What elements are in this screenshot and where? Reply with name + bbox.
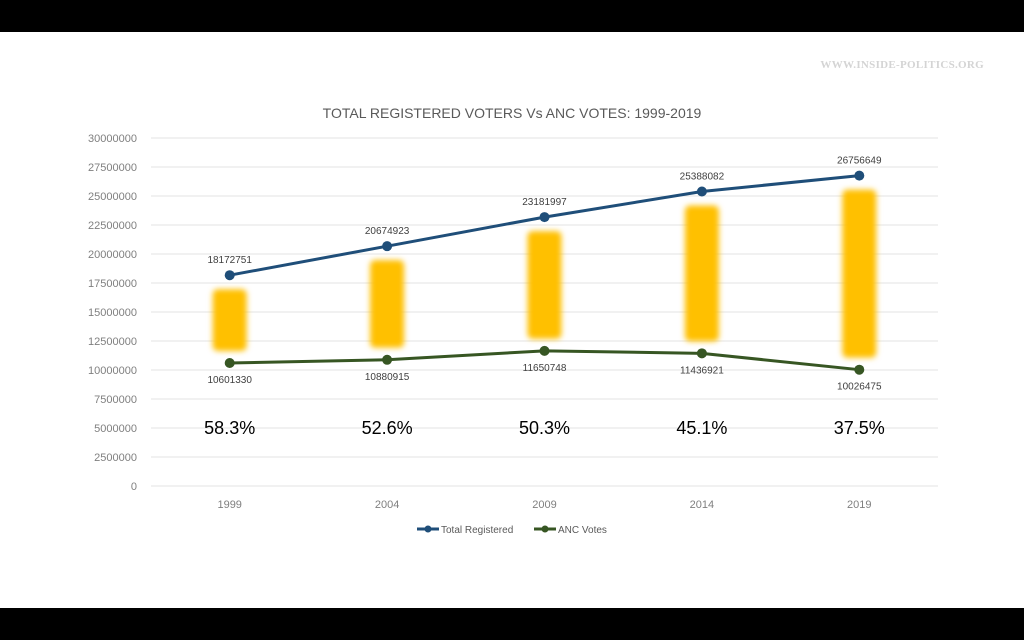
percentage-label: 37.5% — [834, 418, 885, 438]
legend: Total Registered ANC Votes — [417, 525, 607, 536]
data-point — [854, 170, 865, 181]
y-tick-label: 22500000 — [88, 220, 137, 232]
data-label: 20674923 — [365, 226, 410, 237]
y-tick-label: 25000000 — [88, 191, 137, 203]
data-point — [382, 354, 393, 365]
data-point — [382, 241, 393, 252]
x-axis-ticks: 1999 2004 2009 2014 2019 — [217, 499, 871, 511]
chart: TOTAL REGISTERED VOTERS Vs ANC VOTES: 19… — [88, 105, 938, 536]
highlight-bar — [842, 189, 877, 358]
legend-marker — [541, 525, 549, 533]
x-tick-label: 2009 — [532, 499, 556, 511]
data-point — [696, 348, 707, 359]
highlight-bar — [370, 260, 405, 348]
x-tick-label: 2014 — [690, 499, 714, 511]
highlight-bar — [527, 231, 562, 339]
data-label: 26756649 — [837, 156, 882, 167]
chart-slide: WWW.INSIDE-POLITICS.ORG TOTAL REGISTERED… — [0, 32, 1024, 608]
y-tick-label: 2500000 — [94, 452, 137, 464]
data-label: 11436921 — [680, 365, 724, 376]
y-tick-label: 0 — [131, 481, 137, 493]
series-lines — [224, 170, 865, 375]
x-tick-label: 1999 — [217, 499, 241, 511]
data-label: 23181997 — [522, 197, 567, 208]
percentage-label: 50.3% — [519, 418, 570, 438]
y-tick-label: 5000000 — [94, 423, 137, 435]
data-point — [696, 186, 707, 197]
y-tick-label: 15000000 — [88, 307, 137, 319]
percentage-label: 52.6% — [362, 418, 413, 438]
data-point — [224, 270, 235, 281]
x-tick-label: 2004 — [375, 499, 399, 511]
percentage-annotations: 58.3% 52.6% 50.3% 45.1% 37.5% — [204, 418, 885, 438]
data-point — [539, 345, 550, 356]
percentage-label: 45.1% — [676, 418, 727, 438]
y-tick-label: 20000000 — [88, 249, 137, 261]
data-point — [539, 212, 550, 223]
legend-label: Total Registered — [441, 525, 513, 536]
data-label: 25388082 — [680, 171, 725, 182]
data-label: 10601330 — [207, 375, 252, 386]
legend-label: ANC Votes — [558, 525, 607, 536]
data-point — [854, 364, 865, 375]
data-labels: 18172751 20674923 23181997 25388082 26756649… — [207, 156, 882, 393]
y-tick-label: 7500000 — [94, 394, 137, 406]
y-tick-label: 17500000 — [88, 278, 137, 290]
highlight-bar — [212, 289, 247, 352]
x-tick-label: 2019 — [847, 499, 871, 511]
y-tick-label: 27500000 — [88, 162, 137, 174]
data-label: 10026475 — [837, 382, 882, 393]
data-point — [224, 358, 235, 369]
y-axis-ticks: 0 2500000 5000000 7500000 10000000 12500000 15… — [88, 133, 137, 493]
data-label: 11650748 — [523, 363, 567, 374]
watermark: WWW.INSIDE-POLITICS.ORG — [820, 59, 984, 71]
percentage-label: 58.3% — [204, 418, 255, 438]
y-tick-label: 30000000 — [88, 133, 137, 145]
highlight-bars — [212, 189, 877, 358]
data-label: 10880915 — [365, 372, 410, 383]
data-label: 18172751 — [207, 255, 252, 266]
y-tick-label: 12500000 — [88, 336, 137, 348]
legend-marker — [424, 525, 432, 533]
highlight-bar — [684, 205, 719, 342]
chart-title: TOTAL REGISTERED VOTERS Vs ANC VOTES: 19… — [323, 105, 702, 121]
y-tick-label: 10000000 — [88, 365, 137, 377]
